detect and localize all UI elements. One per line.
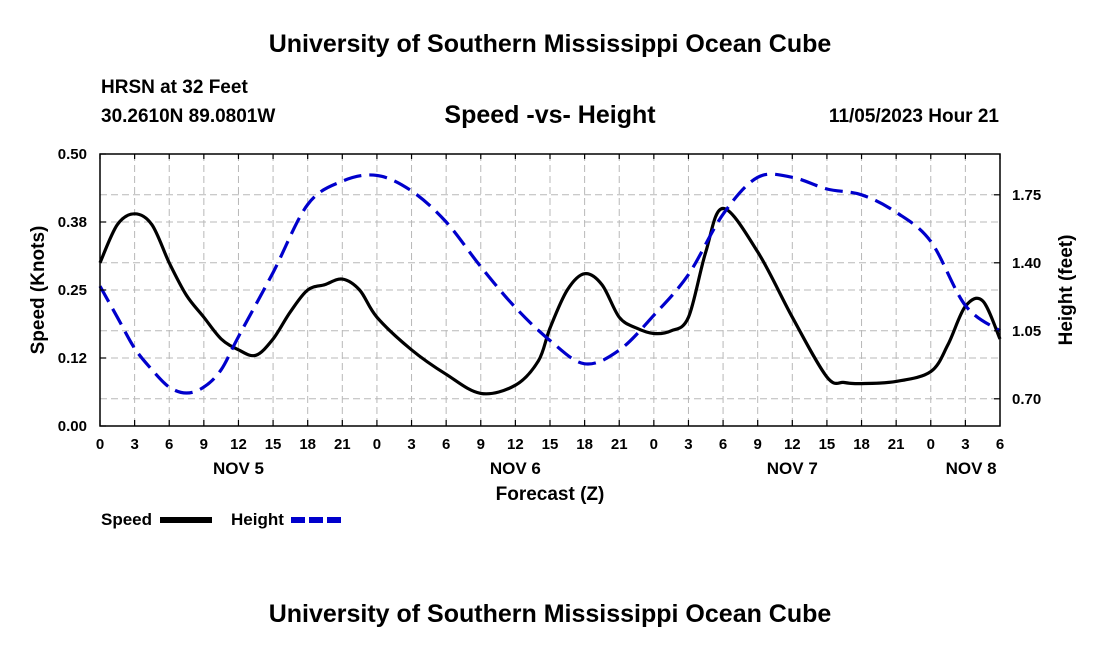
x-tick-label: 0 — [373, 436, 381, 453]
x-tick-label: 18 — [576, 436, 593, 453]
x-tick-label: 6 — [719, 436, 727, 453]
y-axis-title-right: Height (feet) — [1056, 235, 1077, 346]
y-tick-label-left: 0.38 — [58, 214, 87, 231]
series-line-height — [98, 172, 1001, 395]
x-tick-label: 15 — [265, 436, 282, 453]
x-tick-label: 18 — [853, 436, 870, 453]
x-tick-label: 3 — [130, 436, 138, 453]
x-tick-label: 3 — [684, 436, 692, 453]
day-label: NOV 8 — [946, 459, 997, 478]
chart-title: University of Southern Mississippi Ocean… — [268, 30, 832, 58]
legend-label-speed: Speed — [101, 510, 152, 529]
x-tick-label: 15 — [542, 436, 559, 453]
y-tick-label-right: 1.75 — [1012, 187, 1041, 204]
y-axis-title-left: Speed (Knots) — [28, 226, 49, 355]
x-tick-label: 12 — [784, 436, 801, 453]
x-tick-label: 9 — [477, 436, 485, 453]
x-tick-label: 3 — [961, 436, 969, 453]
x-tick-label: 9 — [754, 436, 762, 453]
day-label: NOV 6 — [490, 459, 541, 478]
x-tick-label: 21 — [334, 436, 351, 453]
series-lines — [98, 172, 1002, 396]
x-tick-label: 0 — [650, 436, 658, 453]
x-tick-label: 0 — [96, 436, 104, 453]
y-tick-label-left: 0.50 — [58, 146, 87, 163]
x-tick-label: 9 — [200, 436, 208, 453]
lat-lon-label: 30.2610N 89.0801W — [101, 106, 276, 127]
day-label: NOV 7 — [767, 459, 818, 478]
axis-ticks: 0 3 6 9 12 15 18 21 0 3 6 9 12 15 18 21 0 3 6 9 12 15 18 21 0 3 6 0… — [28, 146, 1077, 505]
x-tick-label: 6 — [165, 436, 173, 453]
day-label: NOV 5 — [213, 459, 264, 478]
station-label: HRSN at 32 Feet — [101, 77, 248, 98]
grid-lines — [100, 154, 1000, 426]
x-tick-label: 3 — [407, 436, 415, 453]
legend: Speed Height — [101, 510, 342, 529]
x-axis-title: Forecast (Z) — [496, 484, 605, 505]
y-tick-label-right: 1.05 — [1012, 323, 1041, 340]
x-tick-label: 15 — [819, 436, 836, 453]
y-tick-label-left: 0.00 — [58, 418, 87, 435]
x-tick-label: 6 — [442, 436, 450, 453]
y-tick-label-right: 0.70 — [1012, 391, 1041, 408]
y-tick-label-left: 0.25 — [58, 282, 87, 299]
y-tick-label-right: 1.40 — [1012, 255, 1041, 272]
chart-subtitle: Speed -vs- Height — [444, 101, 656, 129]
x-tick-label: 21 — [888, 436, 905, 453]
x-tick-label: 6 — [996, 436, 1004, 453]
legend-label-height: Height — [231, 510, 284, 529]
y-tick-label-left: 0.12 — [58, 350, 87, 367]
x-tick-label: 12 — [507, 436, 524, 453]
x-tick-label: 18 — [299, 436, 316, 453]
x-tick-label: 12 — [230, 436, 247, 453]
forecast-timestamp: 11/05/2023 Hour 21 — [828, 106, 999, 127]
x-tick-label: 0 — [927, 436, 935, 453]
footer-title: University of Southern Mississippi Ocean… — [268, 600, 832, 628]
x-tick-label: 21 — [611, 436, 628, 453]
